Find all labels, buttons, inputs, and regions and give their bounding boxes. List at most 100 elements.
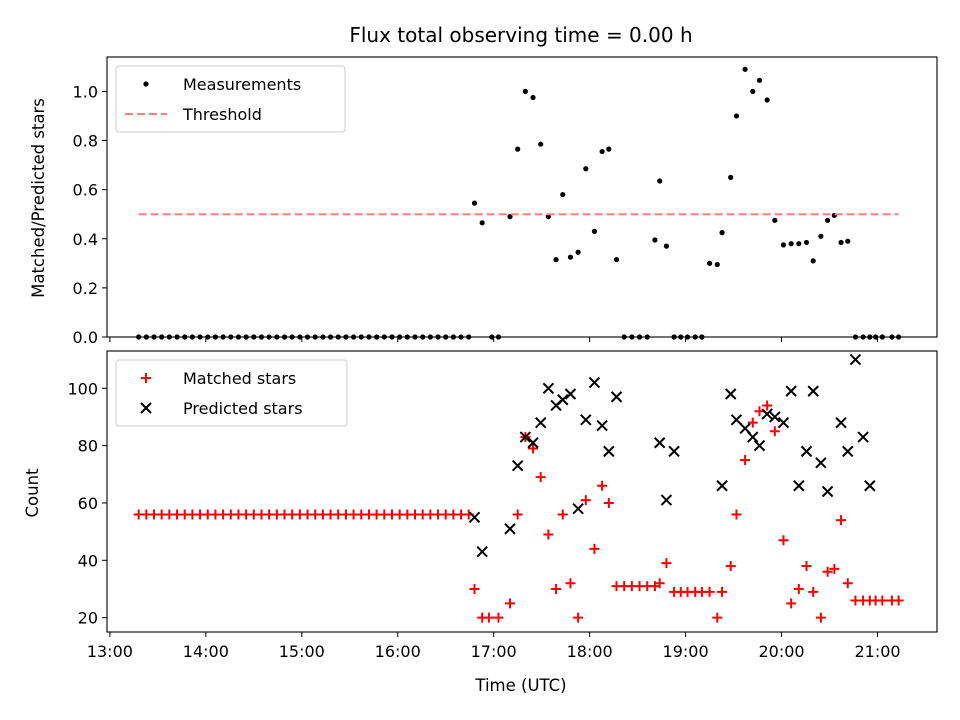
- x-tick-label: 18:00: [567, 642, 613, 661]
- panel-1-frame: [106, 56, 938, 338]
- measurement-point: [621, 334, 627, 340]
- measurement-point: [684, 334, 691, 340]
- matched-stars-point: [505, 598, 516, 609]
- measurement-point: [896, 334, 902, 340]
- measurement-point: [803, 239, 810, 246]
- measurement-point: [553, 257, 559, 263]
- legend-label: Predicted stars: [183, 399, 303, 418]
- measurement-point: [591, 228, 598, 234]
- measurement-point: [657, 178, 663, 184]
- measurement-point: [174, 334, 180, 340]
- measurement-point: [567, 254, 574, 260]
- predicted-stars-point: [519, 431, 532, 443]
- panel-2-y-tick-label: 100: [67, 379, 98, 398]
- x-axis-label: Time (UTC): [474, 676, 566, 695]
- measurement-point: [606, 146, 612, 152]
- measurement-point: [788, 241, 794, 247]
- matched-stars-point: [483, 612, 494, 623]
- legend-label: Threshold: [182, 105, 262, 124]
- x-tick-label: 13:00: [87, 642, 133, 661]
- x-tick-label: 19:00: [663, 642, 709, 661]
- panel-2-legend: [115, 359, 348, 427]
- measurement-point: [235, 334, 242, 340]
- measurement-point: [825, 217, 831, 223]
- matched-stars-point: [654, 578, 665, 589]
- measurement-point: [728, 174, 734, 180]
- measurement-point: [706, 260, 713, 266]
- x-tick-label: 21:00: [854, 642, 900, 661]
- predicted-stars-point: [468, 511, 481, 524]
- matched-stars-point: [815, 612, 826, 623]
- measurement-point: [358, 334, 364, 340]
- measurement-point: [151, 334, 157, 340]
- predicted-stars-point: [747, 431, 759, 443]
- measurement-point: [450, 334, 456, 340]
- matched-stars-point: [603, 497, 614, 508]
- measurement-point: [281, 334, 288, 340]
- predicted-stars-point: [857, 431, 869, 443]
- x-tick-label: 17:00: [471, 642, 517, 661]
- measurement-point: [274, 334, 280, 340]
- predicted-stars-point: [835, 416, 847, 429]
- measurement-point: [838, 239, 844, 246]
- measurement-point: [714, 261, 720, 268]
- measurement-point: [671, 334, 677, 340]
- legend-measurements-marker: [143, 81, 149, 87]
- panel-2-y-tick-label: 20: [78, 609, 98, 628]
- matched-stars-point: [557, 509, 568, 520]
- predicted-stars-point: [730, 414, 743, 426]
- measurement-point: [381, 334, 387, 340]
- predicted-stars-point: [724, 388, 737, 400]
- matched-stars-point: [801, 561, 812, 572]
- x-tick-label: 16:00: [375, 642, 421, 661]
- measurement-point: [560, 191, 566, 198]
- predicted-stars-point: [527, 437, 539, 449]
- measurement-point: [495, 334, 502, 340]
- predicted-stars-point: [668, 445, 680, 458]
- measurement-point: [756, 77, 763, 83]
- measurement-point: [320, 334, 326, 340]
- measurement-point: [312, 334, 318, 340]
- measurement-point: [136, 334, 142, 340]
- measurement-point: [458, 334, 464, 340]
- measurement-point: [189, 334, 195, 340]
- measurement-point: [818, 233, 824, 239]
- measurement-point: [599, 148, 605, 155]
- matched-stars-point: [836, 515, 847, 526]
- matched-stars-point: [786, 598, 797, 609]
- predicted-stars-point: [793, 480, 805, 492]
- matched-stars-point: [573, 612, 584, 623]
- predicted-stars-point: [753, 439, 766, 452]
- measurement-point: [182, 334, 188, 340]
- measurement-point: [471, 200, 478, 206]
- matched-stars-point: [769, 426, 780, 437]
- measurement-point: [343, 334, 349, 340]
- measurement-point: [522, 88, 528, 94]
- matched-stars-point: [822, 566, 833, 577]
- panel-1-y-tick-label: 0.4: [73, 230, 98, 249]
- matched-stars-point: [842, 578, 853, 589]
- matched-stars-point: [740, 454, 751, 465]
- measurement-point: [304, 334, 311, 340]
- x-tick-label: 15:00: [279, 642, 325, 661]
- measurement-point: [427, 334, 433, 340]
- predicted-stars-point: [821, 485, 834, 498]
- predicted-stars-point: [864, 480, 876, 492]
- measurement-point: [530, 94, 536, 101]
- measurement-point: [845, 238, 851, 244]
- predicted-stars-point: [476, 546, 488, 558]
- measurement-point: [699, 334, 705, 340]
- measurement-point: [412, 334, 418, 340]
- predicted-stars-point: [849, 353, 862, 366]
- measurement-point: [397, 334, 403, 340]
- matched-stars-point: [469, 583, 480, 594]
- predicted-stars-point: [800, 445, 813, 458]
- measurement-point: [479, 220, 485, 226]
- measurement-point: [228, 334, 234, 340]
- legend-predicted-marker: [140, 402, 152, 414]
- measurement-point: [159, 334, 165, 340]
- predicted-stars-point: [769, 411, 781, 423]
- measurement-point: [772, 217, 778, 223]
- panel-1-y-tick-label: 1.0: [73, 82, 98, 101]
